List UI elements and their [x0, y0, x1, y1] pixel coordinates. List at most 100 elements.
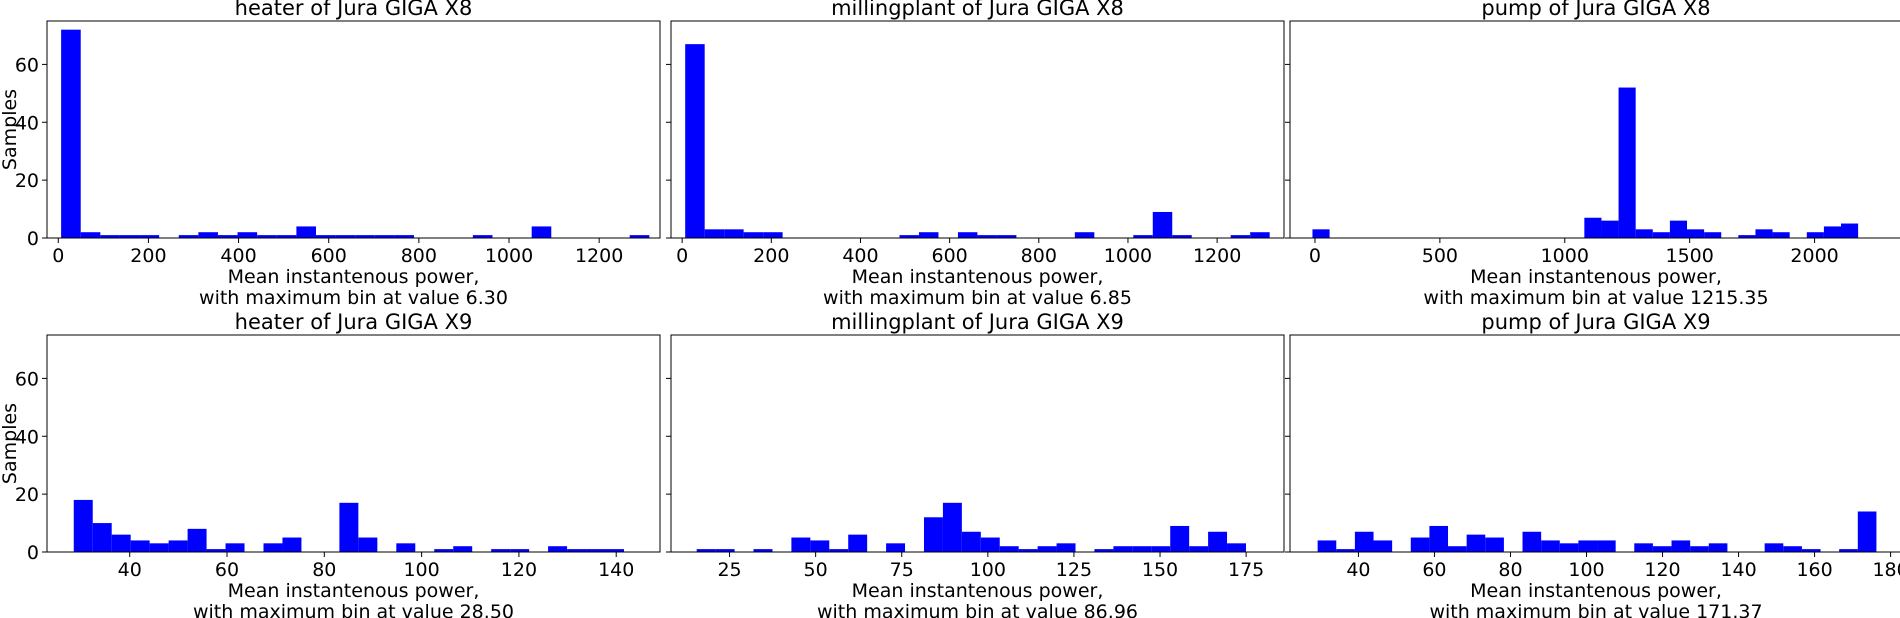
histogram-bar: [434, 549, 454, 552]
histogram-bar: [957, 232, 978, 238]
panel-title: pump of Jura GIGA X9: [1481, 310, 1710, 334]
histogram-bar: [149, 543, 169, 552]
y-axis-label: Samples: [0, 403, 21, 484]
x-tick-label: 160: [1796, 559, 1832, 581]
y-tick-label: 20: [15, 170, 39, 192]
histogram-bar: [1755, 229, 1773, 238]
x-tick-label: 50: [804, 559, 828, 581]
x-tick-label: 120: [1644, 559, 1680, 581]
histogram-bar: [119, 235, 140, 238]
histogram-bar: [237, 232, 258, 238]
x-tick-label: 40: [1346, 559, 1370, 581]
histogram-bar: [696, 549, 716, 552]
histogram-panel-5: 25 50 75 100 125 150 175 millingplant of Jura G…: [666, 310, 1285, 618]
x-axis-label: Mean instantenous power,: [228, 266, 480, 288]
histogram-bar: [92, 523, 112, 552]
histogram-bar: [791, 537, 811, 552]
histogram-bar: [1634, 543, 1653, 552]
histogram-bar: [1172, 235, 1192, 238]
histogram-bar: [1312, 229, 1330, 238]
histogram-bar: [1037, 546, 1057, 552]
x-tick-label: 100: [403, 559, 439, 581]
histogram-bar: [1618, 87, 1636, 238]
x-tick-label: 60: [215, 559, 239, 581]
histogram-bar: [1132, 546, 1152, 552]
x-axis-label: Mean instantenous power,: [228, 580, 480, 602]
histogram-bar: [586, 549, 606, 552]
histogram-bar: [1764, 543, 1784, 552]
histogram-bar: [1522, 531, 1542, 552]
histogram-bar: [1113, 546, 1133, 552]
histogram-bar: [1170, 525, 1190, 552]
y-tick-label: 60: [15, 54, 39, 76]
x-axis-label: Mean instantenous power,: [1470, 266, 1722, 288]
histogram-bar: [1738, 235, 1756, 238]
histogram-bar: [1687, 229, 1705, 238]
histogram-panel-2: 0 200 400 600 800 1000 1200 millingplant of Jur…: [666, 0, 1285, 309]
histogram-bar: [80, 232, 101, 238]
histogram-bar: [206, 549, 226, 552]
x-tick-label: 80: [1498, 559, 1522, 581]
histogram-bar: [1317, 540, 1337, 552]
histogram-bar: [743, 232, 764, 238]
histogram-bar: [1133, 235, 1153, 238]
x-tick-label: 180: [1872, 559, 1900, 581]
x-tick-label: 1000: [1104, 245, 1152, 267]
histogram-bar: [1152, 211, 1173, 238]
x-tick-label: 100: [1568, 559, 1604, 581]
histogram-bar: [339, 502, 359, 552]
histogram-bar: [1250, 232, 1270, 238]
x-tick-label: 140: [1720, 559, 1756, 581]
histogram-bar: [531, 226, 552, 238]
axes-frame: [46, 334, 661, 553]
histogram-bar: [187, 528, 207, 552]
y-tick-label: 40: [15, 112, 39, 134]
x-tick-label: 120: [501, 559, 537, 581]
x-tick-label: 0: [52, 245, 64, 267]
histogram-bar: [1772, 232, 1790, 238]
histogram-bar: [335, 235, 356, 238]
histogram-bar: [168, 540, 188, 552]
histogram-bar: [510, 549, 530, 552]
x-tick-label: 800: [401, 245, 437, 267]
x-tick-label: 1200: [575, 245, 623, 267]
histogram-bar: [1429, 525, 1449, 552]
x-tick-label: 600: [311, 245, 347, 267]
histogram-bar: [1584, 217, 1602, 238]
panel-title: heater of Jura GIGA X8: [235, 0, 473, 20]
histogram-bar: [886, 543, 906, 552]
histogram-bar: [942, 502, 962, 552]
histogram-bar: [1601, 220, 1619, 238]
histogram-bar: [100, 235, 120, 238]
x-tick-label: 200: [753, 245, 789, 267]
x-tick-label: 500: [1422, 245, 1458, 267]
histogram-bar: [1578, 540, 1598, 552]
histogram-bar: [1410, 537, 1430, 552]
histogram-bar: [1669, 220, 1688, 238]
histogram-bar: [130, 540, 150, 552]
x-tick-label: 150: [1142, 559, 1178, 581]
x-tick-label: 80: [312, 559, 336, 581]
axes-frame: [1289, 20, 1900, 239]
histogram-bar: [1801, 549, 1821, 552]
histogram-bar: [1635, 229, 1653, 238]
x-tick-label: 60: [1422, 559, 1446, 581]
x-tick-label: 400: [220, 245, 256, 267]
histogram-bar: [715, 549, 735, 552]
x-tick-label: 1000: [485, 245, 533, 267]
histogram-bar: [704, 229, 725, 238]
x-axis-label: with maximum bin at value 6.85: [823, 287, 1132, 309]
histogram-bar: [1230, 235, 1251, 238]
histogram-bar: [1074, 232, 1095, 238]
histogram-bar: [899, 235, 919, 238]
x-tick-label: 175: [1228, 559, 1264, 581]
y-tick-label: 0: [27, 542, 39, 564]
histogram-bar: [763, 232, 783, 238]
histogram-bar: [1354, 531, 1374, 552]
histogram-bar: [1652, 232, 1670, 238]
x-tick-label: 1500: [1665, 245, 1713, 267]
histogram-bar: [316, 235, 336, 238]
histogram-bar: [848, 534, 868, 552]
histogram-bar: [1708, 543, 1728, 552]
histogram-bar: [355, 235, 375, 238]
